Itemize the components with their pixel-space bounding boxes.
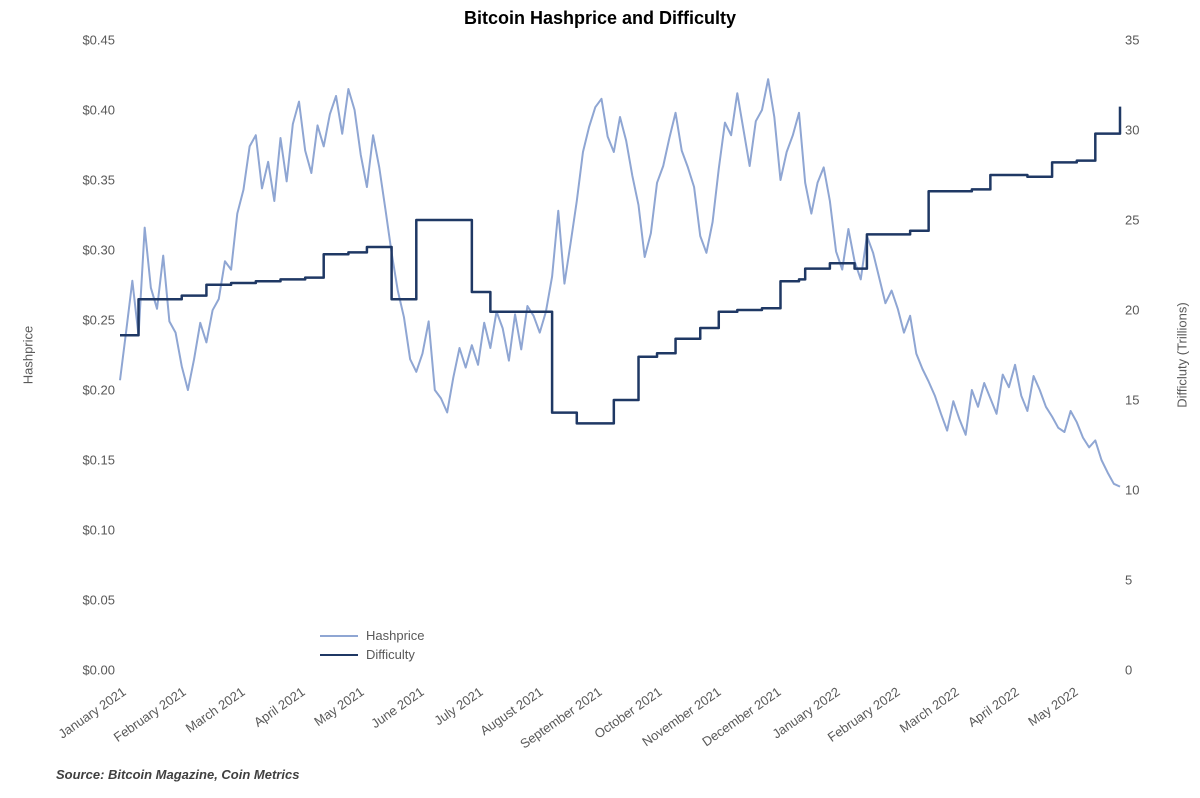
legend-label: Difficulty [366, 647, 415, 662]
x-tick: April 2021 [251, 684, 308, 730]
y-right-tick: 30 [1125, 123, 1139, 138]
legend-item: Hashprice [320, 628, 425, 643]
y-right-tick: 35 [1125, 33, 1139, 48]
legend-label: Hashprice [366, 628, 425, 643]
legend-item: Difficulty [320, 647, 425, 662]
y-right-tick: 20 [1125, 303, 1139, 318]
series-hashprice [120, 79, 1120, 486]
y-right-tick: 15 [1125, 393, 1139, 408]
y-left-tick: $0.00 [82, 663, 115, 678]
y-right-tick: 25 [1125, 213, 1139, 228]
x-tick: July 2021 [432, 684, 486, 728]
y-left-tick: $0.30 [82, 243, 115, 258]
y-left-tick: $0.25 [82, 313, 115, 328]
y-axis-left-label: Hashprice [21, 326, 36, 385]
y-axis-right-label: Difficluty (Trillions) [1175, 302, 1190, 407]
y-axis-left: $0.00$0.05$0.10$0.15$0.20$0.25$0.30$0.35… [60, 40, 115, 670]
x-tick: March 2021 [183, 684, 248, 736]
legend-swatch [320, 654, 358, 656]
y-left-tick: $0.15 [82, 453, 115, 468]
y-left-tick: $0.05 [82, 593, 115, 608]
chart-title: Bitcoin Hashprice and Difficulty [0, 8, 1200, 29]
y-left-tick: $0.40 [82, 103, 115, 118]
series-difficulty [120, 107, 1120, 424]
y-right-tick: 5 [1125, 573, 1132, 588]
y-right-tick: 0 [1125, 663, 1132, 678]
plot-area: $0.00$0.05$0.10$0.15$0.20$0.25$0.30$0.35… [120, 40, 1120, 670]
line-layer [120, 40, 1120, 670]
legend-swatch [320, 635, 358, 637]
x-tick: June 2021 [368, 684, 426, 731]
y-left-tick: $0.45 [82, 33, 115, 48]
y-left-tick: $0.35 [82, 173, 115, 188]
y-left-tick: $0.20 [82, 383, 115, 398]
y-right-tick: 10 [1125, 483, 1139, 498]
x-tick: March 2022 [897, 684, 962, 736]
x-tick: May 2021 [311, 684, 366, 729]
legend: Hashprice Difficulty [320, 628, 425, 666]
x-tick: May 2022 [1026, 684, 1081, 729]
x-tick: April 2022 [965, 684, 1022, 730]
y-axis-right: 05101520253035 [1125, 40, 1170, 670]
y-left-tick: $0.10 [82, 523, 115, 538]
source-attribution: Source: Bitcoin Magazine, Coin Metrics [56, 767, 299, 782]
chart-container: Bitcoin Hashprice and Difficulty $0.00$0… [0, 0, 1200, 798]
